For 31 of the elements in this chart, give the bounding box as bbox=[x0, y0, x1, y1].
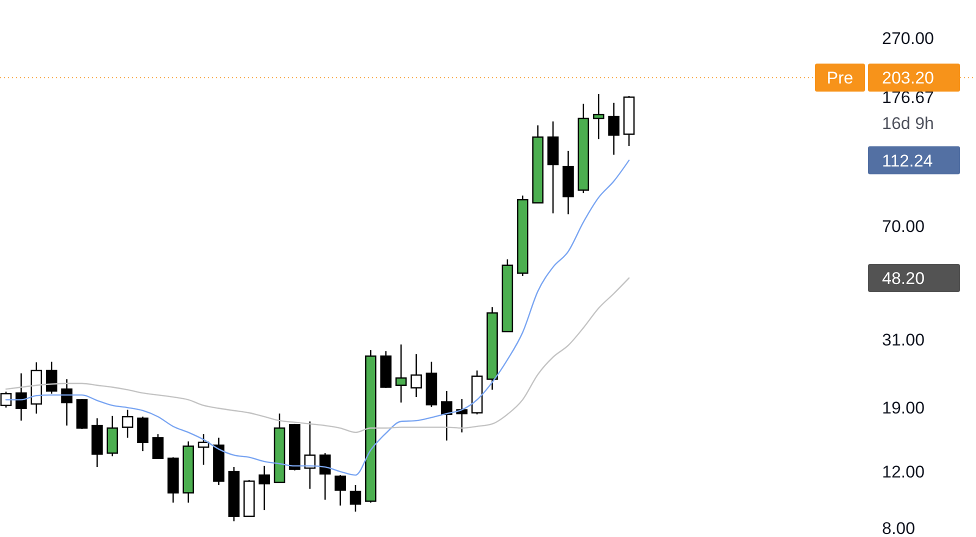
candlestick bbox=[122, 409, 134, 438]
candlestick bbox=[16, 372, 27, 422]
candlestick bbox=[198, 434, 210, 466]
candlestick bbox=[46, 361, 58, 394]
candlestick bbox=[0, 391, 12, 408]
y-tick-label: 203.20 bbox=[882, 68, 934, 88]
candlestick bbox=[441, 390, 452, 442]
y-tick-label: 70.00 bbox=[882, 216, 925, 236]
text: 16d 9h bbox=[882, 114, 934, 134]
candlestick bbox=[304, 420, 316, 490]
y-tick-label: 8.00 bbox=[882, 518, 916, 537]
candlestick bbox=[334, 474, 346, 506]
y-tick-label: 31.00 bbox=[882, 330, 925, 350]
y-tick-label: 176.67 bbox=[882, 88, 934, 108]
y-tick-label: 48.20 bbox=[882, 268, 925, 288]
candlestick bbox=[258, 465, 270, 511]
y-tick-label: 19.00 bbox=[882, 398, 925, 418]
line-series bbox=[5, 277, 630, 434]
ref-line-label: Pre bbox=[826, 68, 854, 88]
y-tick-label: 270.00 bbox=[882, 29, 934, 48]
candlestick bbox=[319, 452, 331, 500]
candlestick bbox=[395, 344, 407, 404]
candlestick bbox=[152, 434, 164, 459]
line-series bbox=[5, 160, 630, 476]
y-tick-label: 112.24 bbox=[882, 151, 933, 170]
candlestick bbox=[410, 353, 422, 398]
candlestick bbox=[592, 93, 604, 140]
candlestick bbox=[61, 378, 72, 426]
candlestick bbox=[350, 484, 362, 512]
y-tick-label: 12.00 bbox=[882, 462, 925, 482]
candlestick bbox=[608, 102, 620, 156]
